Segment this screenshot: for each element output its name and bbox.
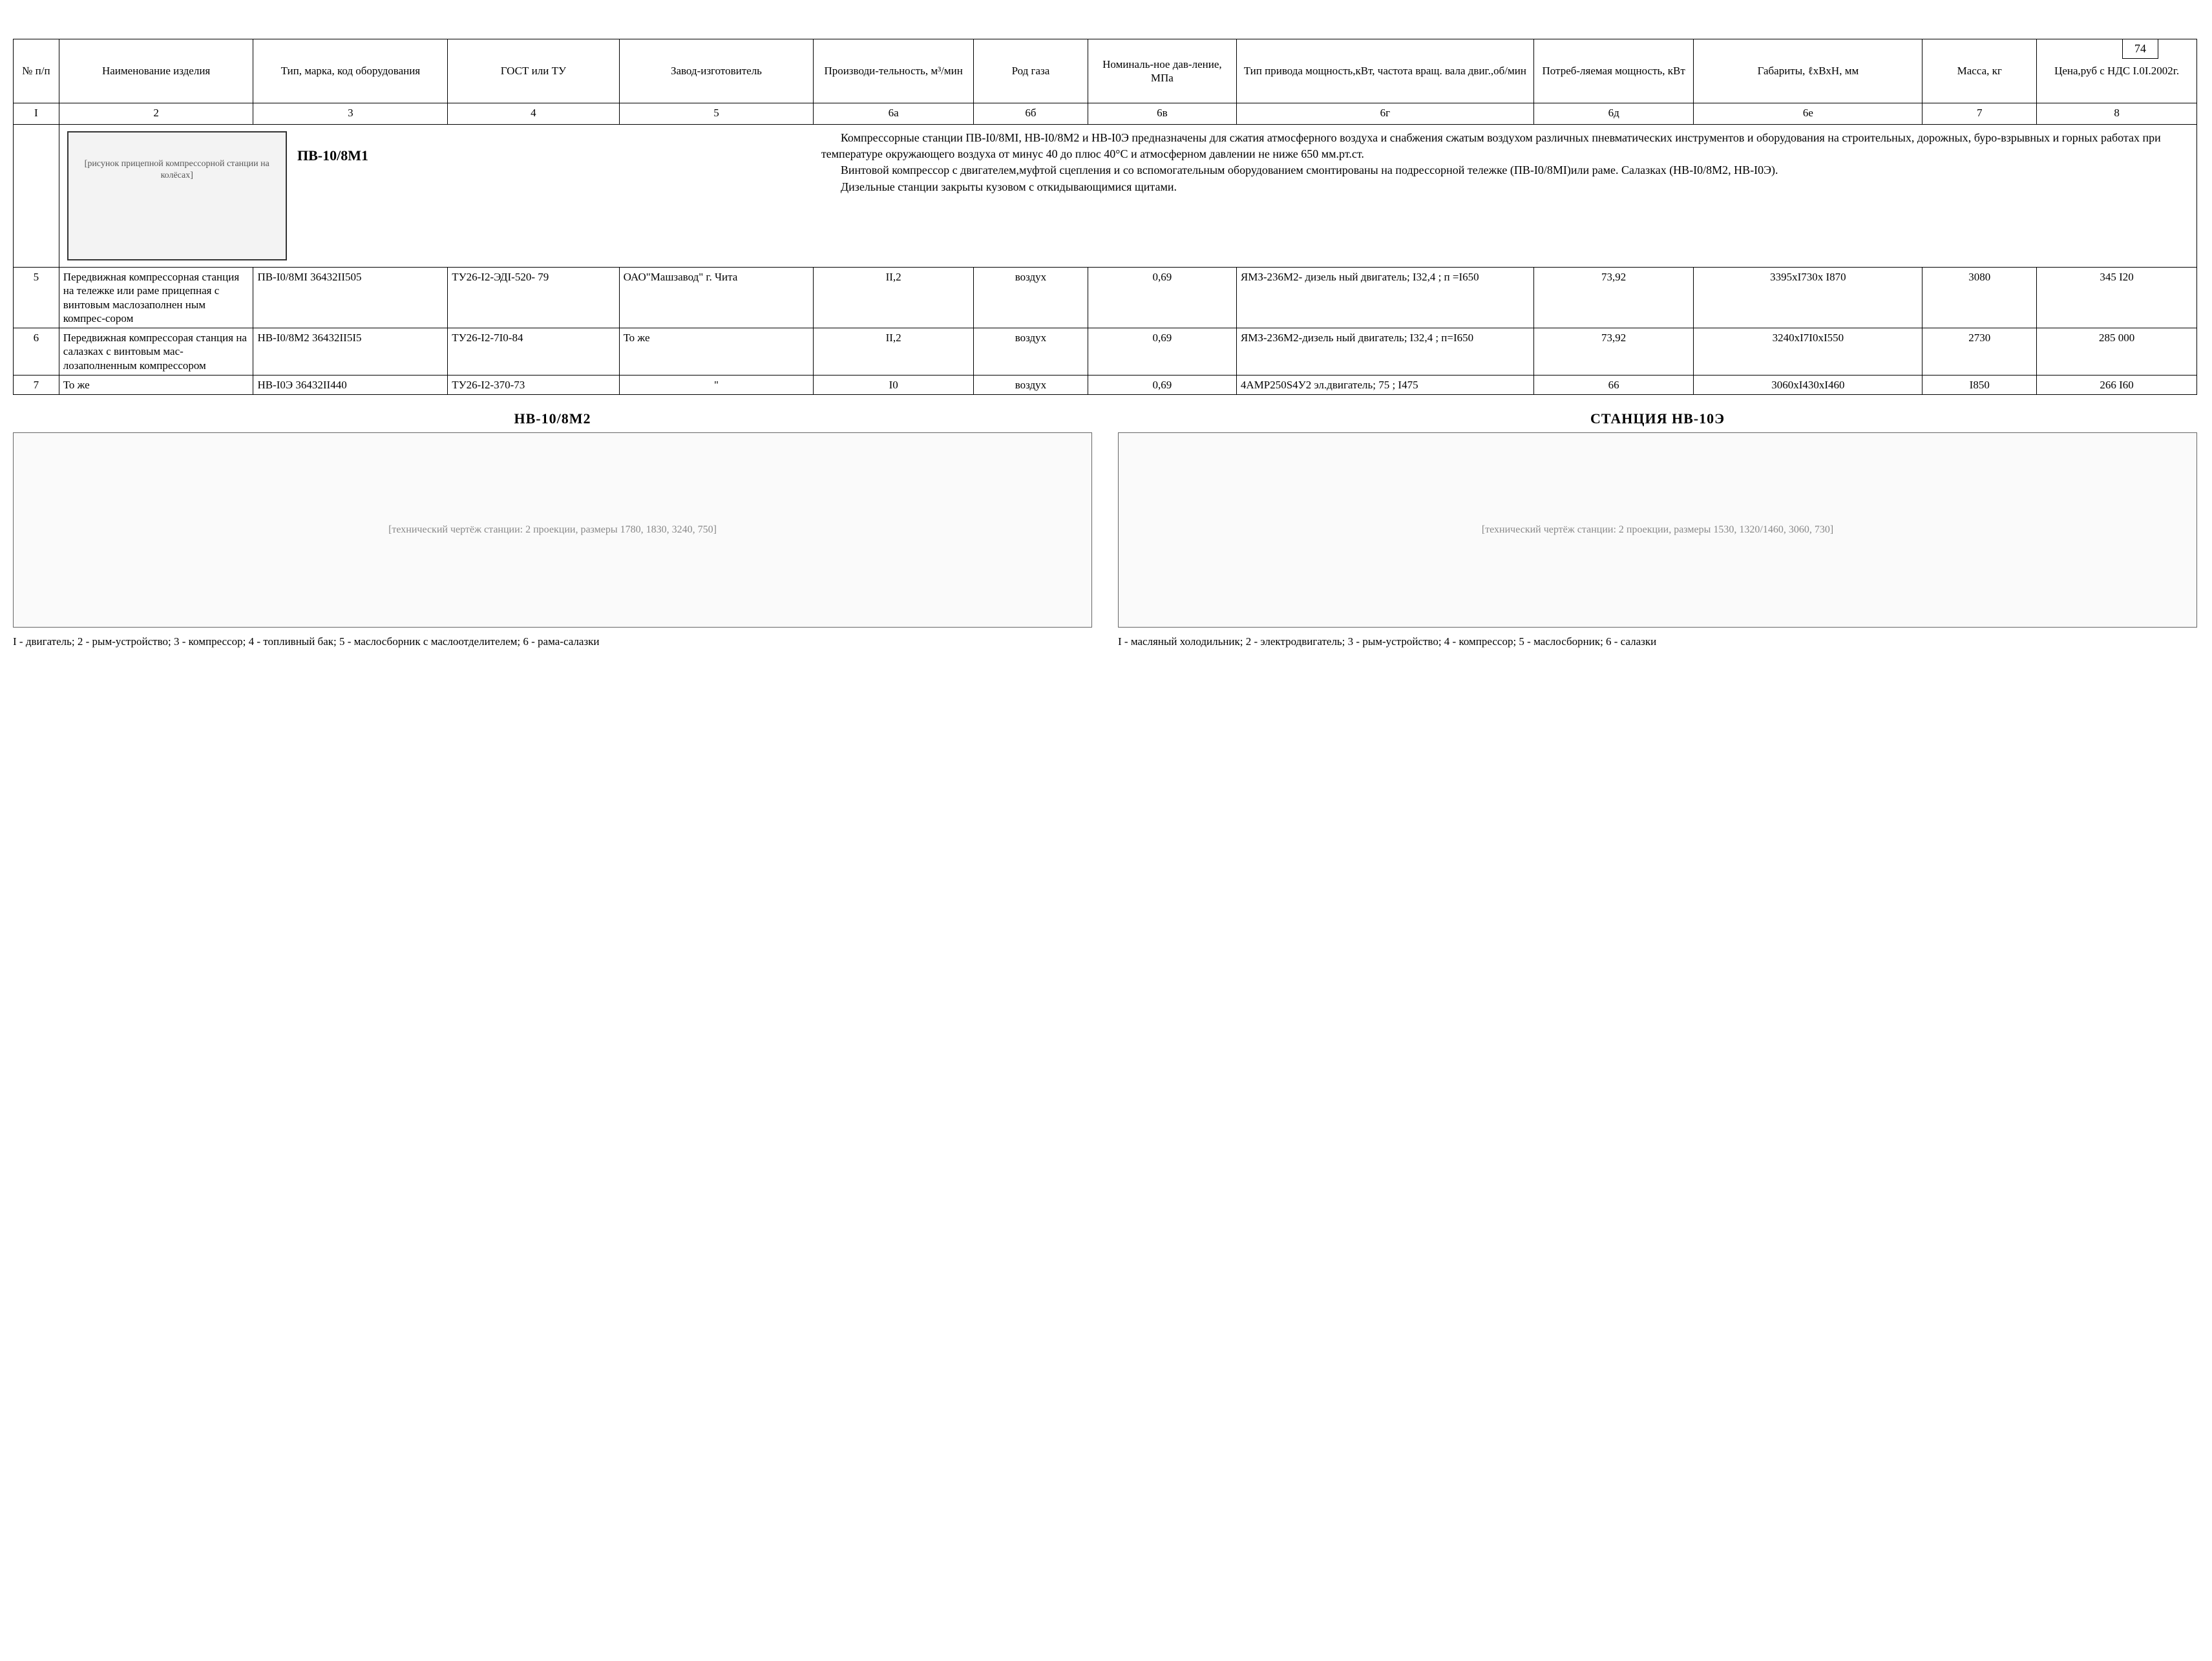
n-c5: 5	[619, 103, 814, 125]
cell-drive: 4АМР250S4У2 эл.двигатель; 75 ; І475	[1236, 375, 1533, 394]
cell-dims: 3060хІ430хІ460	[1694, 375, 1922, 394]
n-c1: І	[14, 103, 59, 125]
page-number: 74	[2122, 39, 2158, 59]
h-c2: Наименование изделия	[59, 39, 253, 103]
fig2-caption: І - масляный холодильник; 2 - электродви…	[1118, 634, 2197, 650]
intro-row: [рисунок прицепной компрессорной станции…	[14, 125, 2197, 268]
cell-factory: "	[619, 375, 814, 394]
cell-name: То же	[59, 375, 253, 394]
h-c6f: Габариты, ℓхВхН, мм	[1694, 39, 1922, 103]
cell-factory: То же	[619, 328, 814, 376]
cell-gost: ТУ26-І2-370-73	[448, 375, 619, 394]
cell-price: 345 І20	[2037, 268, 2197, 328]
cell-n: 6	[14, 328, 59, 376]
h-c6d: Тип привода мощность,кВт, частота вращ. …	[1236, 39, 1533, 103]
cell-perf: ІІ,2	[814, 268, 974, 328]
n-c4: 4	[448, 103, 619, 125]
h-c4: ГОСТ или ТУ	[448, 39, 619, 103]
cell-type: НВ-І0/8М2 36432ІІ5І5	[253, 328, 448, 376]
cell-type: НВ-І0Э 36432ІІ440	[253, 375, 448, 394]
cell-press: 0,69	[1088, 375, 1236, 394]
h-c5: Завод-изготовитель	[619, 39, 814, 103]
cell-dims: 3395хІ730х І870	[1694, 268, 1922, 328]
cell-n: 7	[14, 375, 59, 394]
cell-drive: ЯМЗ-236М2-дизель ный двигатель; І32,4 ; …	[1236, 328, 1533, 376]
cell-power: 73,92	[1533, 328, 1694, 376]
n-c6b: 6б	[973, 103, 1088, 125]
cell-perf: ІІ,2	[814, 328, 974, 376]
cell-factory: ОАО"Машзавод" г. Чита	[619, 268, 814, 328]
header-row: № п/п Наименование изделия Тип, марка, к…	[14, 39, 2197, 103]
fig2-drawing: [технический чертёж станции: 2 проекции,…	[1118, 432, 2197, 628]
fig1-title: НВ-10/8М2	[13, 410, 1092, 427]
cell-n: 5	[14, 268, 59, 328]
intro-p3: Дизельные станции закрыты кузовом с отки…	[821, 179, 2189, 195]
h-c8: Цена,руб с НДС І.0І.2002г.	[2037, 39, 2197, 103]
cell-gost: ТУ26-І2-ЭДІ-520- 79	[448, 268, 619, 328]
cell-price: 285 000	[2037, 328, 2197, 376]
cell-dims: 3240хІ7І0хІ550	[1694, 328, 1922, 376]
cell-gas: воздух	[973, 268, 1088, 328]
h-c7: Масса, кг	[1922, 39, 2037, 103]
n-c6a: 6а	[814, 103, 974, 125]
cell-gas: воздух	[973, 328, 1088, 376]
n-c7: 7	[1922, 103, 2037, 125]
h-c3: Тип, марка, код оборудования	[253, 39, 448, 103]
h-c6e: Потреб-ляемая мощность, кВт	[1533, 39, 1694, 103]
cell-gas: воздух	[973, 375, 1088, 394]
fig1-caption: І - двигатель; 2 - рым-устройство; 3 - к…	[13, 634, 1092, 650]
cell-power: 66	[1533, 375, 1694, 394]
h-c6b: Род газа	[973, 39, 1088, 103]
n-c6c: 6в	[1088, 103, 1236, 125]
cell-type: ПВ-І0/8МІ 36432ІІ505	[253, 268, 448, 328]
figure-nv10e: СТАНЦИЯ НВ-10Э [технический чертёж станц…	[1118, 410, 2197, 650]
table-row: 5 Передвижная компрессорная станция на т…	[14, 268, 2197, 328]
cell-name: Передвижная компрессорая станция на сала…	[59, 328, 253, 376]
spec-table: № п/п Наименование изделия Тип, марка, к…	[13, 39, 2197, 395]
n-c2: 2	[59, 103, 253, 125]
colnum-row: І 2 3 4 5 6а 6б 6в 6г 6д 6е 7 8	[14, 103, 2197, 125]
intro-p2: Винтовой компрессор с двигателем,муфтой …	[821, 162, 2189, 178]
n-c3: 3	[253, 103, 448, 125]
cell-press: 0,69	[1088, 328, 1236, 376]
cell-perf: І0	[814, 375, 974, 394]
cell-mass: І850	[1922, 375, 2037, 394]
cell-press: 0,69	[1088, 268, 1236, 328]
intro-p1: Компрессорные станции ПВ-І0/8МІ, НВ-І0/8…	[821, 130, 2189, 162]
h-c6c: Номиналь-ное дав-ление, МПа	[1088, 39, 1236, 103]
n-c8: 8	[2037, 103, 2197, 125]
h-c6a: Производи-тельность, м³/мин	[814, 39, 974, 103]
n-c6e: 6д	[1533, 103, 1694, 125]
cell-drive: ЯМЗ-236М2- дизель ный двигатель; І32,4 ;…	[1236, 268, 1533, 328]
cell-mass: 2730	[1922, 328, 2037, 376]
table-row: 7 То же НВ-І0Э 36432ІІ440 ТУ26-І2-370-73…	[14, 375, 2197, 394]
fig2-title: СТАНЦИЯ НВ-10Э	[1118, 410, 2197, 427]
intro-label: ПВ-10/8М1	[297, 147, 368, 165]
n-c6f: 6е	[1694, 103, 1922, 125]
cell-price: 266 І60	[2037, 375, 2197, 394]
fig1-drawing: [технический чертёж станции: 2 проекции,…	[13, 432, 1092, 628]
cell-power: 73,92	[1533, 268, 1694, 328]
truck-figure: [рисунок прицепной компрессорной станции…	[67, 131, 287, 260]
cell-gost: ТУ26-І2-7І0-84	[448, 328, 619, 376]
cell-name: Передвижная компрессорная станция на тел…	[59, 268, 253, 328]
cell-mass: 3080	[1922, 268, 2037, 328]
figure-nv10-8m2: НВ-10/8М2 [технический чертёж станции: 2…	[13, 410, 1092, 650]
n-c6d: 6г	[1236, 103, 1533, 125]
bottom-figures: НВ-10/8М2 [технический чертёж станции: 2…	[13, 410, 2197, 650]
table-row: 6 Передвижная компрессорая станция на са…	[14, 328, 2197, 376]
h-c1: № п/п	[14, 39, 59, 103]
